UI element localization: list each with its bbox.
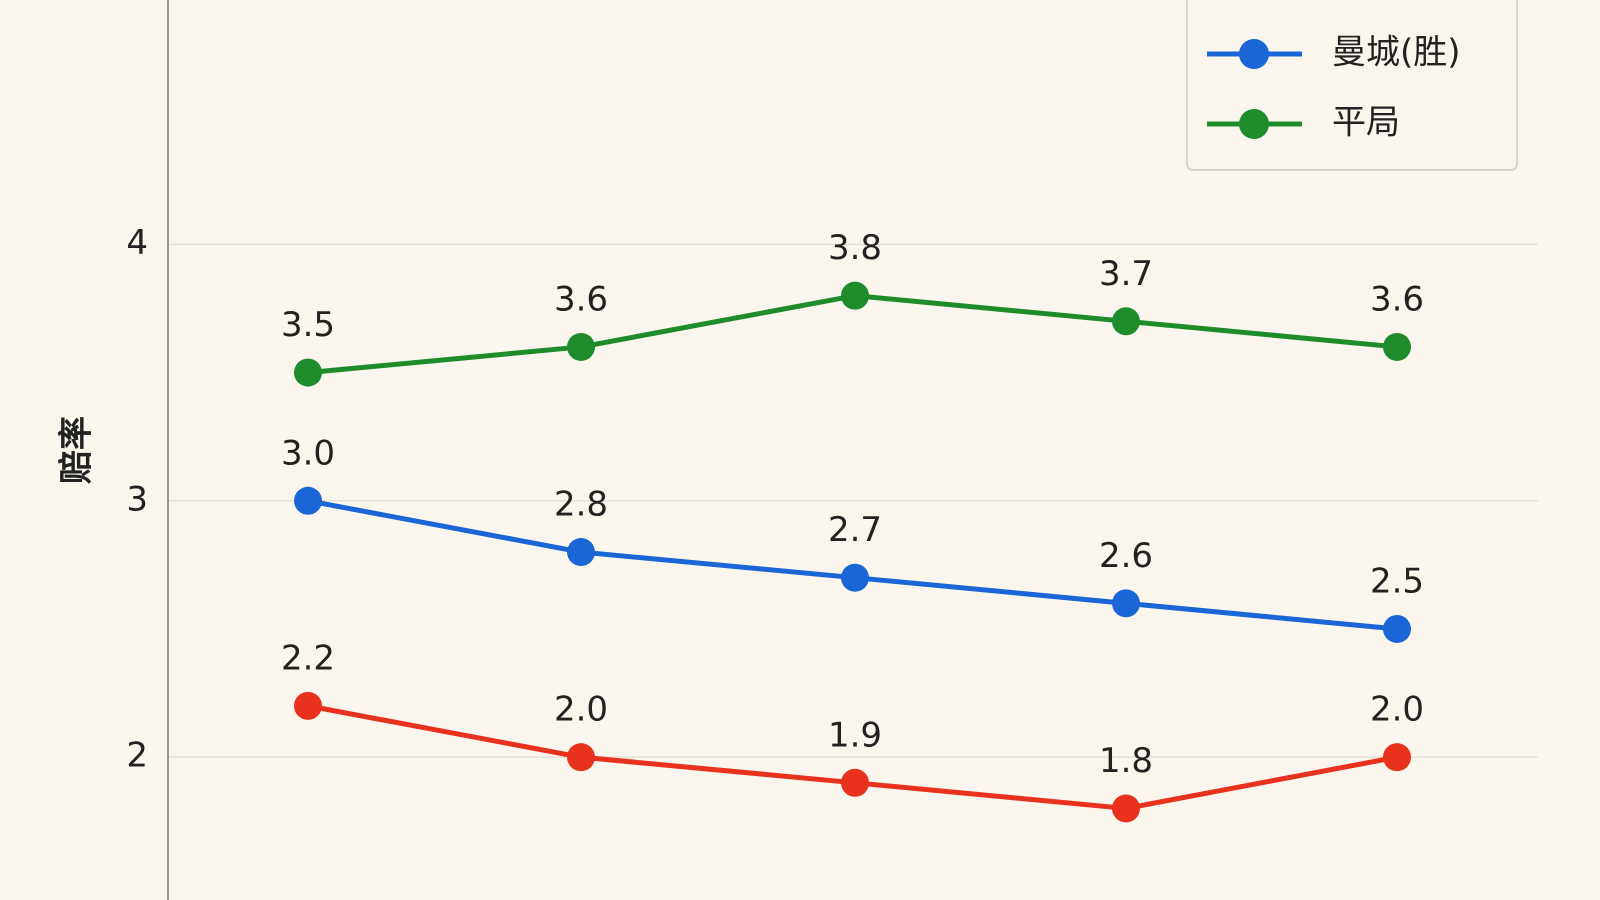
data-point <box>567 743 595 772</box>
data-point <box>567 538 595 567</box>
y-tick-label: 5 <box>126 0 148 7</box>
data-label: 2.2 <box>281 638 335 678</box>
data-label: 1.8 <box>1099 741 1153 781</box>
data-point <box>294 358 322 387</box>
data-point <box>1383 743 1411 772</box>
data-point <box>1383 332 1411 361</box>
data-label: 3.0 <box>281 433 335 473</box>
data-label: 2.0 <box>1370 690 1424 730</box>
legend-label: 曼城(胜) <box>1332 33 1461 73</box>
data-label: 3.6 <box>554 279 608 319</box>
data-point <box>841 768 869 797</box>
data-label: 2.0 <box>554 690 608 730</box>
y-tick-label: 3 <box>126 479 148 519</box>
data-point <box>841 563 869 592</box>
data-point <box>567 332 595 361</box>
data-label: 2.8 <box>554 485 608 525</box>
legend-label: 平局 <box>1332 103 1400 143</box>
legend-marker <box>1239 39 1269 69</box>
legend-box <box>1186 0 1518 171</box>
y-tick-label: 4 <box>126 223 148 263</box>
data-point <box>1112 307 1140 336</box>
legend-label: 曼联(胜) <box>1332 0 1461 3</box>
data-label: 1.9 <box>828 715 882 755</box>
data-point <box>294 486 322 515</box>
legend: 曼联(胜) 曼城(胜) 平局 <box>1186 0 1518 171</box>
data-label: 3.6 <box>1370 279 1424 319</box>
data-label: 3.5 <box>281 305 335 345</box>
y-axis-label: 赔率 <box>57 416 97 484</box>
data-point <box>841 281 869 310</box>
data-point <box>1112 589 1140 618</box>
data-label: 3.8 <box>828 228 882 268</box>
data-point <box>1112 794 1140 823</box>
data-point <box>1383 614 1411 643</box>
data-point <box>294 691 322 720</box>
data-label: 3.7 <box>1099 254 1153 294</box>
data-label: 2.7 <box>828 510 882 550</box>
data-label: 2.5 <box>1370 561 1424 601</box>
legend-marker <box>1239 109 1269 139</box>
y-tick-label: 2 <box>126 736 148 776</box>
data-label: 2.6 <box>1099 536 1153 576</box>
